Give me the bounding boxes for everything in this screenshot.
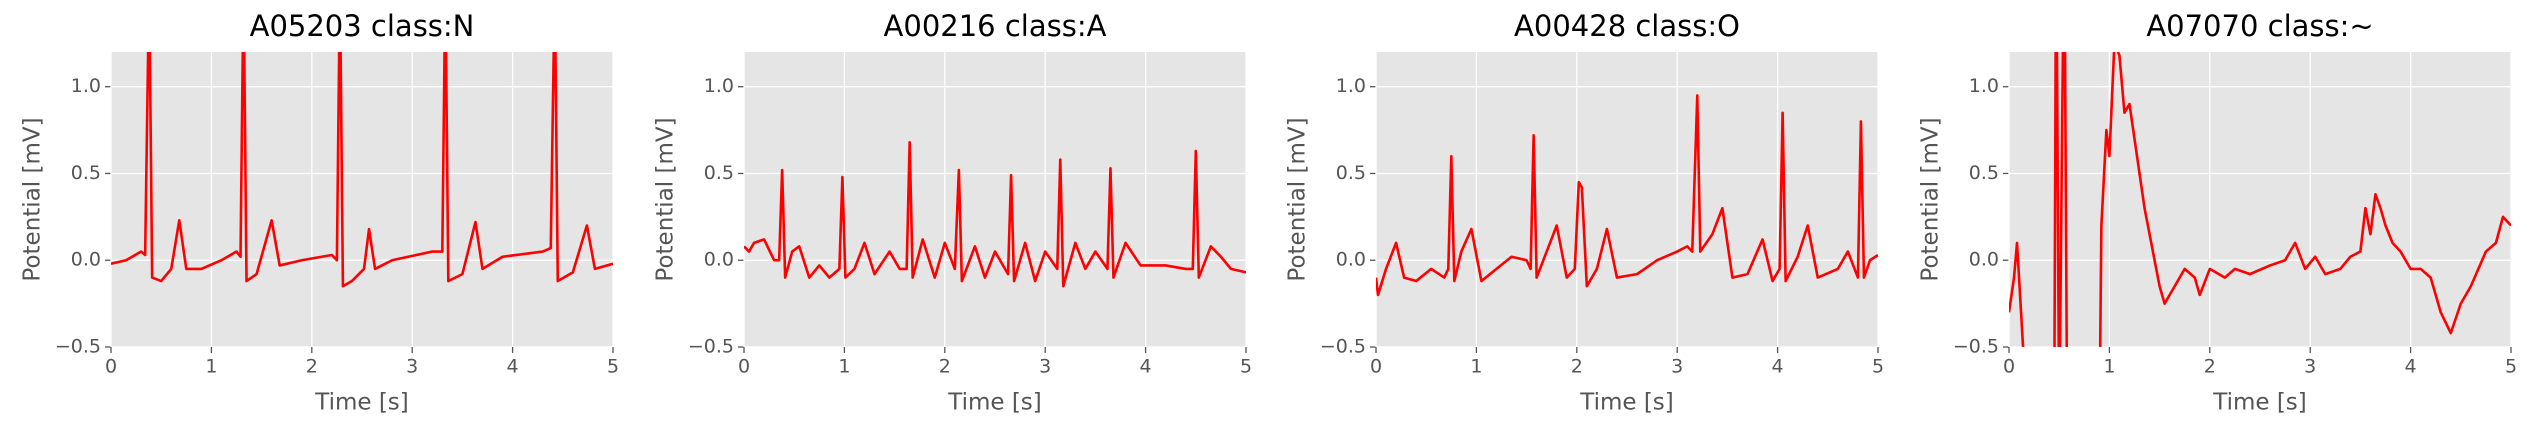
x-tick-label: 2 xyxy=(1571,356,1583,378)
x-tick-label: 3 xyxy=(1039,356,1051,378)
x-tick-label: 1 xyxy=(838,356,850,378)
y-tick-label: 0.5 xyxy=(1969,162,1999,184)
x-axis-label: Time [s] xyxy=(314,390,409,416)
x-tick-label: 4 xyxy=(1140,356,1152,378)
chart-title: A07070 class:~ xyxy=(2146,9,2373,43)
plot-background xyxy=(744,52,1246,347)
y-tick-label: 0.5 xyxy=(704,162,734,184)
x-tick-label: 0 xyxy=(1370,356,1382,378)
x-tick-label: 5 xyxy=(2505,356,2517,378)
y-axis-label: Potential [mV] xyxy=(20,117,46,281)
x-tick-label: 5 xyxy=(607,356,619,378)
y-tick-label: 0.0 xyxy=(71,249,101,271)
x-tick-label: 0 xyxy=(105,356,117,378)
x-tick-label: 4 xyxy=(2405,356,2417,378)
subplot: −0.5 0.0 0.5 1.0 0 1 2 3 4 5 A05203 class:N Time [s… xyxy=(20,9,620,416)
x-axis-label: Time [s] xyxy=(2212,390,2307,416)
y-tick-label: 1.0 xyxy=(704,75,734,97)
x-tick-label: 4 xyxy=(507,356,519,378)
x-axis-label: Time [s] xyxy=(947,390,1042,416)
subplot: −0.5 0.0 0.5 1.0 0 1 2 3 4 5 A00428 class:O Time [s… xyxy=(1285,9,1885,416)
plot-background xyxy=(2009,52,2511,347)
y-axis-label: Potential [mV] xyxy=(1285,117,1311,281)
x-tick-label: 5 xyxy=(1240,356,1252,378)
x-tick-label: 1 xyxy=(205,356,217,378)
plot-background xyxy=(1376,52,1878,347)
x-tick-label: 1 xyxy=(1470,356,1482,378)
x-tick-label: 2 xyxy=(306,356,318,378)
subplot: −0.5 0.0 0.5 1.0 0 1 2 3 4 5 A07070 class:~ Time [s… xyxy=(1918,9,2518,416)
x-tick-label: 4 xyxy=(1772,356,1784,378)
x-axis-label: Time [s] xyxy=(1579,390,1674,416)
y-tick-label: 1.0 xyxy=(1969,75,1999,97)
x-tick-label: 1 xyxy=(2103,356,2115,378)
y-tick-label: 0.5 xyxy=(1336,162,1366,184)
y-tick-label: 1.0 xyxy=(1336,75,1366,97)
y-tick-label: −0.5 xyxy=(688,336,734,358)
y-tick-label: 0.0 xyxy=(1336,249,1366,271)
x-tick-label: 5 xyxy=(1872,356,1884,378)
x-tick-label: 2 xyxy=(2204,356,2216,378)
x-tick-label: 3 xyxy=(406,356,418,378)
x-tick-label: 3 xyxy=(1671,356,1683,378)
y-axis-label: Potential [mV] xyxy=(1918,117,1944,281)
y-tick-label: −0.5 xyxy=(1953,336,1999,358)
subplot: −0.5 0.0 0.5 1.0 0 1 2 3 4 5 A00216 class:A Time [s… xyxy=(653,9,1253,416)
x-tick-label: 0 xyxy=(738,356,750,378)
y-tick-label: 0.5 xyxy=(71,162,101,184)
y-tick-label: 0.0 xyxy=(1969,249,1999,271)
y-tick-label: −0.5 xyxy=(55,336,101,358)
x-tick-label: 2 xyxy=(939,356,951,378)
y-tick-label: −0.5 xyxy=(1320,336,1366,358)
ecg-line xyxy=(744,140,1246,288)
x-tick-label: 0 xyxy=(2003,356,2015,378)
y-tick-label: 1.0 xyxy=(71,75,101,97)
ecg-line xyxy=(111,52,613,288)
chart-title: A05203 class:N xyxy=(250,9,475,43)
plot-background xyxy=(111,52,613,347)
y-tick-label: 0.0 xyxy=(704,249,734,271)
ecg-line xyxy=(1376,94,1878,297)
ecg-line xyxy=(2009,52,2511,347)
y-axis-label: Potential [mV] xyxy=(653,117,679,281)
x-tick-label: 3 xyxy=(2304,356,2316,378)
chart-title: A00428 class:O xyxy=(1514,9,1740,43)
chart-title: A00216 class:A xyxy=(884,9,1107,43)
